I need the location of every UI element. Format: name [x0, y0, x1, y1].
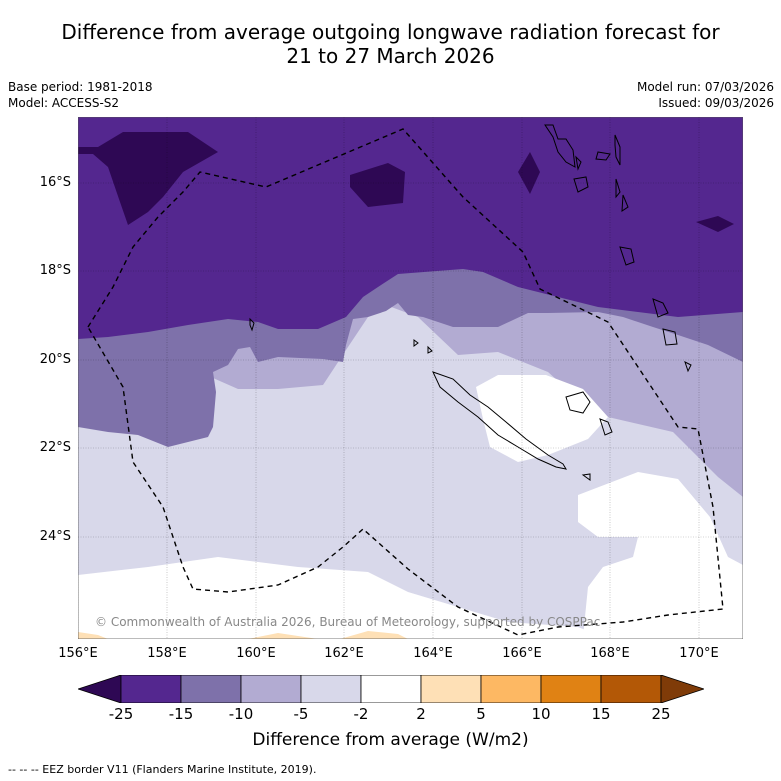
colorbar-under-arrow — [78, 675, 122, 703]
issued-date: Issued: 09/03/2026 — [658, 96, 774, 110]
colorbar-segment — [480, 675, 542, 703]
colorbar-segment — [120, 675, 182, 703]
band-neg2-pos2-south — [78, 557, 608, 639]
lat-label: 20°S — [39, 352, 71, 367]
lat-label: 22°S — [39, 440, 71, 455]
eez-legend-note: -- -- -- EEZ border V11 (Flanders Marine… — [8, 763, 317, 776]
colorbar-tick-label: 2 — [416, 705, 426, 723]
band-neg2-pos2-north — [476, 375, 608, 462]
colorbar-tick-label: -5 — [293, 705, 309, 723]
colorbar-segment — [180, 675, 242, 703]
colorbar-segment — [600, 675, 662, 703]
band-pos2-pos5 — [78, 632, 108, 639]
colorbar-tick-label: -15 — [168, 705, 194, 723]
colorbar-tick-label: 15 — [591, 705, 611, 723]
colorbar-segment — [360, 675, 422, 703]
eez-border — [87, 128, 724, 636]
colorbar-segment — [420, 675, 482, 703]
copyright-credit: © Commonwealth of Australia 2026, Bureau… — [95, 615, 600, 629]
graticule — [78, 117, 743, 639]
lon-label: 168°E — [590, 646, 630, 661]
colorbar-segment — [540, 675, 602, 703]
colorbar-title: Difference from average (W/m2) — [252, 730, 529, 750]
map-panel: © Commonwealth of Australia 2026, Bureau… — [78, 117, 743, 639]
lon-label: 158°E — [147, 646, 187, 661]
new-caledonia-island — [432, 371, 568, 470]
band-neg25-neg15 — [78, 117, 743, 339]
colorbar-tick-label: 5 — [476, 705, 486, 723]
lat-label: 24°S — [39, 529, 71, 544]
band-neg2-pos2-east — [578, 472, 743, 639]
colorbar-segment — [300, 675, 362, 703]
model-name: Model: ACCESS-S2 — [8, 96, 120, 110]
model-run: Model run: 07/03/2026 — [636, 80, 774, 94]
colorbar-segment — [240, 675, 302, 703]
colorbar-tick-label: -10 — [228, 705, 254, 723]
colorbar-tick-label: 25 — [651, 705, 671, 723]
lat-label: 16°S — [39, 175, 71, 190]
lon-label: 160°E — [236, 646, 276, 661]
colorbar-tick-label: -2 — [353, 705, 369, 723]
lon-label: 156°E — [58, 646, 98, 661]
chart-title-line1: Difference from average outgoing longwav… — [61, 20, 720, 44]
lon-label: 170°E — [679, 646, 719, 661]
coastlines — [249, 124, 692, 481]
lon-label: 164°E — [413, 646, 453, 661]
base-period: Base period: 1981-2018 — [8, 80, 153, 94]
colorbar — [78, 675, 704, 703]
lon-label: 166°E — [502, 646, 542, 661]
lon-label: 162°E — [324, 646, 364, 661]
colorbar-tick-label: 10 — [531, 705, 551, 723]
lat-label: 18°S — [39, 263, 71, 278]
colorbar-tick-label: -25 — [108, 705, 134, 723]
chart-title-line2: 21 to 27 March 2026 — [286, 44, 495, 68]
colorbar-over-arrow — [660, 675, 704, 703]
band-below-neg25 — [78, 132, 218, 225]
